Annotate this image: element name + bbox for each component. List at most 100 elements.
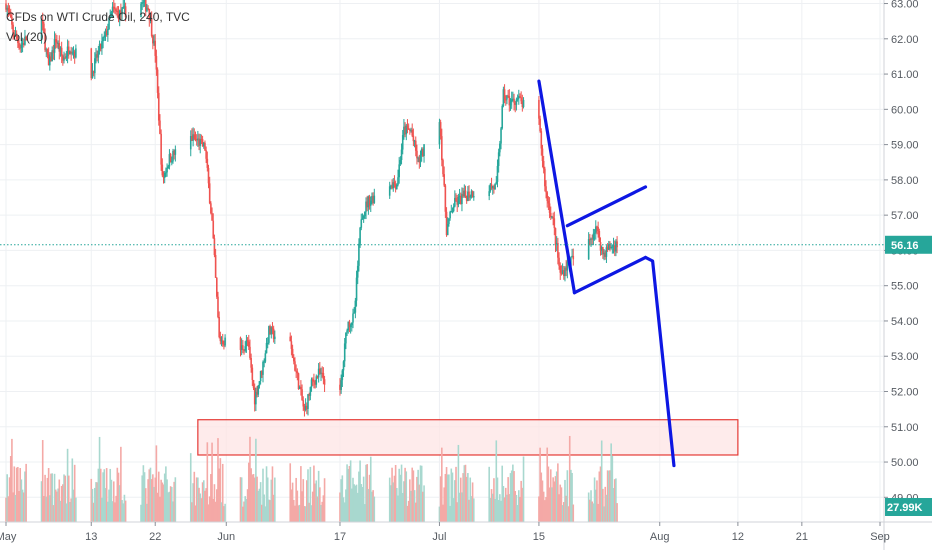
volume-bar	[611, 455, 614, 522]
candle	[605, 247, 608, 257]
price-tick-label: 51.00	[891, 422, 919, 434]
candle	[160, 133, 162, 165]
volume-bars	[5, 435, 618, 522]
volume-bar	[189, 453, 192, 522]
candle	[292, 357, 295, 362]
volume-bar	[504, 487, 507, 522]
candle	[522, 99, 525, 108]
candle	[308, 394, 310, 396]
volume-bar	[310, 505, 313, 522]
candle	[571, 255, 573, 258]
volume-bar	[593, 477, 596, 522]
volume-bar	[353, 484, 355, 522]
candle	[168, 154, 171, 167]
candle	[8, 10, 11, 16]
candle	[390, 185, 392, 187]
volume-bar	[57, 488, 59, 522]
volume-bar	[450, 468, 453, 522]
volume-bar	[439, 476, 442, 522]
candle	[220, 340, 223, 342]
volume-bar	[320, 505, 322, 522]
volume-bar	[591, 501, 594, 522]
volume-bar	[256, 476, 258, 522]
volume-bar	[394, 464, 397, 522]
candle	[167, 166, 170, 169]
candle	[90, 48, 93, 79]
volume-bar	[388, 477, 391, 522]
volume-bar	[250, 468, 252, 522]
volume-bar	[321, 501, 324, 522]
candle	[221, 340, 224, 345]
volume-bar	[11, 438, 13, 522]
volume-bar	[396, 487, 398, 522]
volume-bar	[195, 477, 198, 522]
volume-bar	[66, 448, 69, 522]
candle	[506, 95, 508, 100]
volume-bar	[118, 485, 121, 522]
volume-bar	[8, 477, 11, 522]
candle	[115, 9, 117, 11]
volume-bar	[458, 492, 461, 522]
volume-bar	[373, 496, 376, 522]
volume-bar	[355, 484, 358, 522]
volume-bar	[351, 488, 353, 522]
candle	[25, 36, 27, 41]
candle	[218, 317, 220, 338]
time-tick-label: 21	[796, 531, 808, 543]
candle	[22, 43, 25, 45]
volume-bar	[162, 484, 165, 522]
candle	[72, 51, 75, 53]
candle	[102, 37, 104, 42]
volume-bar	[501, 465, 504, 522]
candle	[472, 196, 475, 198]
volume-bar	[468, 499, 470, 522]
volume-bar	[70, 498, 72, 522]
volume-bar	[346, 464, 348, 522]
candle	[166, 168, 168, 173]
volume-bar	[499, 494, 501, 522]
volume-bar	[491, 493, 494, 522]
candle	[54, 39, 57, 42]
volume-bar	[124, 500, 127, 522]
volume-bar	[358, 471, 360, 522]
volume-bar	[46, 477, 49, 522]
volume-bar	[9, 456, 12, 522]
volume-bar	[564, 479, 566, 522]
price-tick-label: 53.00	[891, 351, 919, 363]
candle	[371, 196, 373, 201]
volume-bar	[587, 492, 590, 522]
volume-bar	[204, 490, 206, 522]
candle	[148, 8, 151, 21]
last-price-label: 56.16	[891, 240, 919, 252]
candle	[314, 381, 316, 385]
last-volume-badge	[885, 498, 932, 516]
candle	[451, 211, 454, 213]
candle	[507, 95, 509, 97]
volume-bar	[452, 498, 455, 522]
candle	[561, 270, 564, 274]
volume-bar	[202, 480, 205, 522]
candle	[92, 70, 95, 74]
time-tick-label: 22	[149, 531, 161, 543]
candle	[103, 35, 106, 38]
volume-bar	[21, 489, 24, 522]
volume-bar	[341, 475, 344, 522]
volume-bar	[561, 505, 564, 522]
volume-bar	[414, 502, 417, 522]
time-tick-label: 15	[533, 531, 545, 543]
volume-bar	[548, 487, 551, 522]
volume-bar	[161, 482, 164, 522]
candle	[541, 148, 544, 161]
volume-bar	[97, 468, 100, 522]
candle	[212, 220, 215, 239]
volume-bar	[121, 500, 123, 522]
volume-bar	[201, 482, 204, 522]
candle	[110, 12, 113, 17]
candle	[323, 379, 326, 385]
volume-bar	[255, 438, 257, 522]
volume-bar	[366, 464, 369, 522]
volume-bar	[270, 479, 273, 522]
candle	[349, 325, 352, 328]
volume-bar	[509, 473, 512, 522]
